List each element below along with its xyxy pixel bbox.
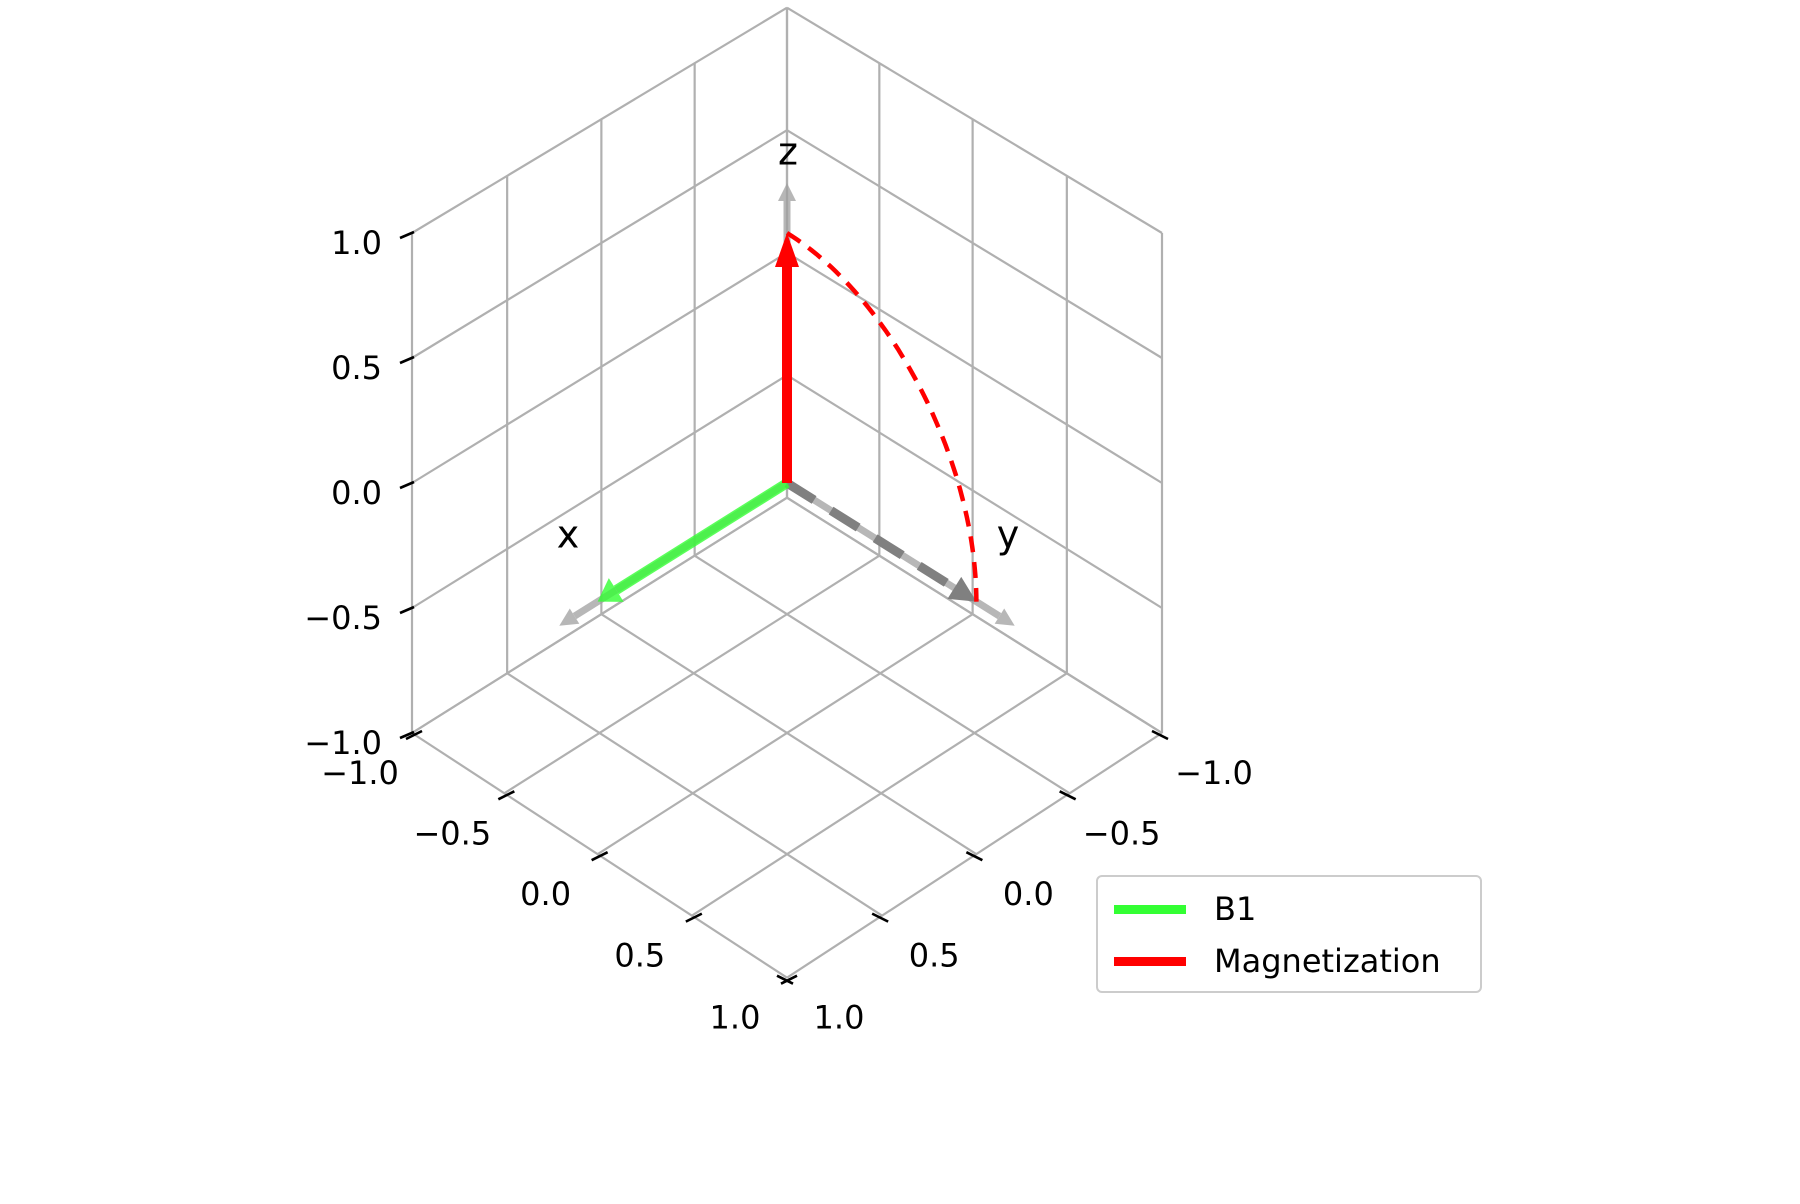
b1-vector-head-icon <box>597 578 624 602</box>
y-tick <box>685 912 703 923</box>
z-tick <box>399 730 415 740</box>
z-tick-label: −1.0 <box>304 724 382 762</box>
legend: B1 Magnetization <box>1096 875 1482 993</box>
x-tick-label: 0.0 <box>1003 875 1054 913</box>
gridline-floor-y <box>597 613 974 856</box>
tick-labels: −1.0 −0.5 0.0 0.5 1.0 −1.0 −0.5 0.0 0.5 1.0 1.0 0.5… <box>304 224 1253 1037</box>
x-tick-label: −1.0 <box>1175 754 1253 792</box>
gridline-leftwall-z <box>411 374 788 609</box>
legend-swatch-magnetization <box>1114 956 1186 966</box>
z-tick <box>399 230 415 240</box>
vectors <box>597 231 979 602</box>
z-axis-arrow-head-icon <box>778 183 796 201</box>
x-axis-arrow-head-icon <box>559 608 580 626</box>
legend-label-magnetization: Magnetization <box>1214 942 1441 980</box>
b1-vector <box>597 478 790 602</box>
x-tick-label: 1.0 <box>814 999 865 1037</box>
gridline-floor-x <box>506 672 883 917</box>
magnetization-path-arc <box>785 231 979 602</box>
gridline-leftwall-z <box>411 496 788 734</box>
y-tick <box>591 851 609 862</box>
y-tick <box>780 974 798 985</box>
legend-item-magnetization: Magnetization <box>1114 941 1441 981</box>
gridline-rightwall-z <box>786 374 1163 609</box>
tick-marks <box>399 230 1169 985</box>
b1-vector-shaft <box>613 478 790 595</box>
axis-label-y: y <box>997 513 1020 557</box>
x-tick <box>965 851 983 862</box>
gridline-leftwall-z <box>411 129 788 359</box>
x-tick-label: 0.5 <box>909 937 960 975</box>
x-tick <box>1151 729 1169 741</box>
gridline-leftwall-z <box>411 251 788 484</box>
y-axis-arrow-head-icon <box>994 608 1015 626</box>
y-tick <box>405 729 423 741</box>
target-vector <box>784 479 977 602</box>
z-tick-label: −0.5 <box>304 599 382 637</box>
gridline-floor-x <box>694 554 1071 795</box>
y-tick-label: −0.5 <box>413 814 491 852</box>
z-tick <box>399 355 415 365</box>
gridline-rightwall-z <box>786 129 1163 359</box>
y-tick-label: 0.5 <box>614 937 665 975</box>
gridline-leftwall-z <box>411 6 788 234</box>
x-tick <box>1059 790 1077 801</box>
y-tick-label: −1.0 <box>321 754 399 792</box>
axis-labels: x y z <box>557 130 1020 557</box>
y-tick <box>497 790 515 801</box>
x-tick <box>871 912 889 923</box>
gridline-floor-x <box>600 613 977 856</box>
z-tick <box>399 480 415 490</box>
gridline-floor-y <box>503 554 880 795</box>
legend-swatch-b1 <box>1114 904 1186 914</box>
y-tick-label: 0.0 <box>520 875 571 913</box>
magnetization-vector-head-icon <box>775 233 799 267</box>
target-vector-shaft <box>784 479 957 592</box>
z-tick-label: 0.0 <box>331 474 382 512</box>
x-tick <box>776 974 794 985</box>
y-tick-label: 1.0 <box>710 999 761 1037</box>
z-tick-label: 0.5 <box>331 349 382 387</box>
axis-label-z: z <box>778 130 798 174</box>
gridline-rightwall-z <box>786 251 1163 484</box>
target-vector-head-icon <box>947 576 977 602</box>
x-tick-label: −0.5 <box>1083 814 1161 852</box>
axis-label-x: x <box>557 513 580 557</box>
z-tick-label: 1.0 <box>331 224 382 262</box>
legend-label-b1: B1 <box>1214 890 1257 928</box>
gridline-floor-y <box>691 672 1068 917</box>
legend-item-b1: B1 <box>1114 889 1256 929</box>
z-tick <box>399 605 415 615</box>
gridline-rightwall-z <box>786 496 1163 734</box>
magnetization-vector <box>775 233 799 483</box>
gridline-rightwall-z <box>786 6 1163 234</box>
